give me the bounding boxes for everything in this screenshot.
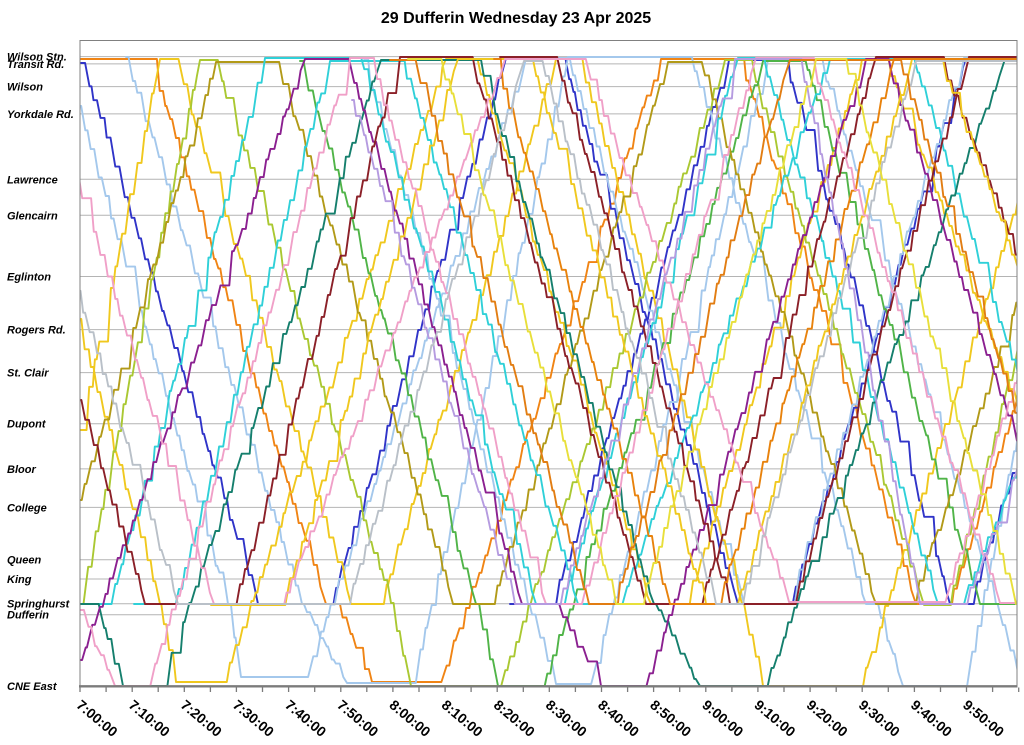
svg-text:Glencairn: Glencairn: [7, 210, 58, 222]
svg-text:Rogers Rd.: Rogers Rd.: [7, 325, 66, 337]
svg-text:Lawrence: Lawrence: [7, 174, 58, 186]
svg-text:Wilson: Wilson: [7, 82, 43, 94]
svg-text:Bloor: Bloor: [7, 464, 36, 476]
svg-text:Dupont: Dupont: [7, 419, 47, 431]
svg-text:29 Dufferin Wednesday 23 Apr 2: 29 Dufferin Wednesday 23 Apr 2025: [381, 10, 651, 27]
svg-text:King: King: [7, 574, 32, 586]
svg-text:CNE East: CNE East: [7, 681, 58, 693]
svg-text:Wilson Stn.: Wilson Stn.: [7, 52, 67, 64]
svg-text:Yorkdale Rd.: Yorkdale Rd.: [7, 109, 74, 121]
svg-text:Springhurst: Springhurst: [7, 599, 71, 611]
svg-text:Queen: Queen: [7, 555, 42, 567]
svg-text:College: College: [7, 502, 47, 514]
svg-text:St. Clair: St. Clair: [7, 368, 49, 380]
svg-text:Eglinton: Eglinton: [7, 272, 51, 284]
svg-text:Transit Rd.: Transit Rd.: [7, 59, 64, 71]
svg-text:Dufferin: Dufferin: [7, 610, 49, 622]
